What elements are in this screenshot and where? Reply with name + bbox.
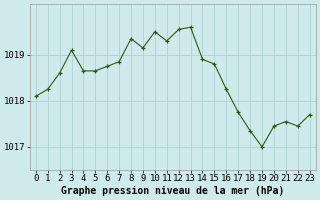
X-axis label: Graphe pression niveau de la mer (hPa): Graphe pression niveau de la mer (hPa) (61, 186, 284, 196)
